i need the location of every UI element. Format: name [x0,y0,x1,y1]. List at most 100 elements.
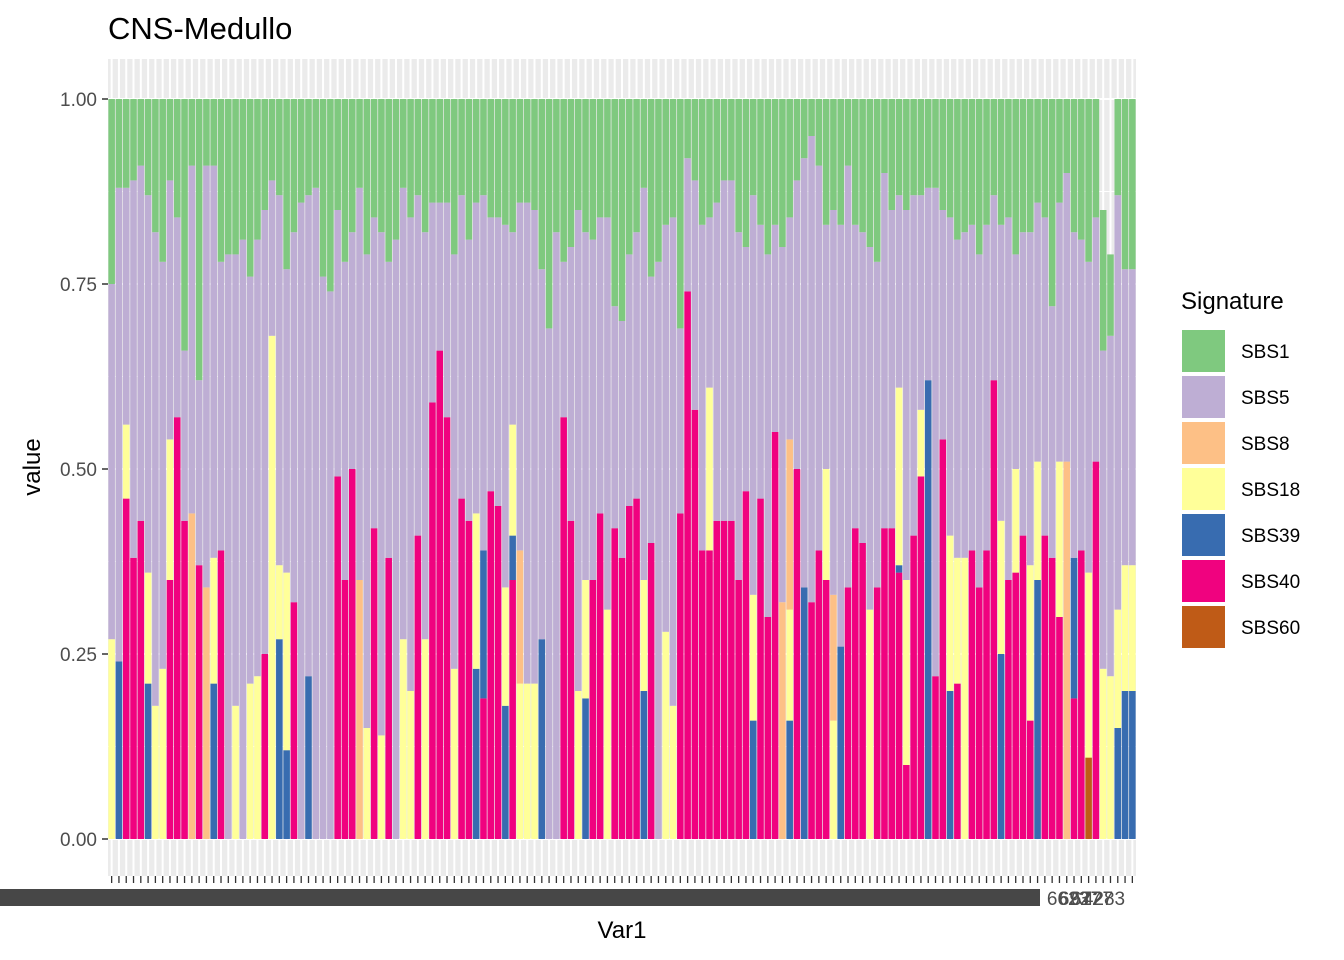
bar-segment-sbs40 [414,535,422,839]
bar-segment-sbs18 [574,691,582,839]
bar-segment-sbs5 [1092,217,1100,462]
bar-segment-sbs1 [531,99,538,210]
bar-stack [239,99,247,840]
bar-segment-sbs39 [582,698,589,839]
bar-segment-sbs1 [567,99,575,247]
bar-stack [1012,99,1019,839]
bar-segment-sbs1 [225,99,232,255]
bar-segment-sbs5 [356,187,363,581]
bar-segment-sbs40 [932,676,939,839]
bar-segment-sbs18 [1099,668,1107,839]
bar-segment-sbs5 [210,165,217,558]
bar-stack [1027,99,1034,839]
bar-stack [356,99,363,839]
bar-stack [626,99,633,839]
bar-segment-sbs1 [837,99,845,225]
bar-segment-sbs1 [910,99,917,196]
bar-segment-sbs5 [407,217,414,691]
bar-segment-sbs5 [392,239,400,840]
bar-stack [932,99,939,839]
bar-segment-sbs1 [713,99,721,203]
bar-stack [771,99,779,839]
bar-segment-sbs1 [720,99,728,181]
bars-layer [108,99,1136,840]
bar-stack [852,99,859,839]
bar-stack [611,99,618,839]
bar-segment-sbs40 [735,580,742,839]
bar-segment-sbs5 [626,254,633,506]
bar-stack [553,99,560,839]
bar-segment-sbs18 [407,691,414,839]
bar-segment-sbs1 [735,99,742,233]
bar-segment-sbs1 [538,99,546,270]
bar-segment-sbs1 [1012,99,1019,255]
bar-segment-sbs1 [472,99,480,203]
bar-segment-sbs1 [319,99,327,277]
bar-segment-sbs5 [808,136,815,603]
bar-segment-sbs40 [647,543,655,839]
bar-stack [392,99,400,840]
bar-segment-sbs40 [348,469,356,839]
bar-segment-sbs1 [691,99,699,181]
bar-segment-sbs1 [195,99,203,381]
bar-segment-sbs1 [283,99,290,270]
bar-stack [706,99,713,839]
legend-label-sbs40: SBS40 [1241,572,1300,593]
bar-segment-sbs40 [166,580,174,839]
bar-segment-sbs1 [779,99,786,247]
bar-stack [115,99,123,839]
bar-segment-sbs1 [888,99,896,210]
bar-segment-sbs5 [859,232,866,543]
bar-stack [1085,99,1092,839]
bar-segment-sbs1 [669,99,677,218]
bar-stack [618,99,626,839]
bar-stack [757,99,764,839]
bar-stack [815,99,823,839]
bar-segment-sbs40 [844,587,852,839]
bar-stack [662,99,670,839]
bar-segment-sbs40 [261,654,269,839]
bar-stack [720,99,728,839]
bar-stack [1048,99,1056,839]
bar-segment-sbs5 [866,247,874,610]
bar-segment-sbs5 [691,180,699,410]
bar-segment-sbs5 [903,210,910,580]
bar-segment-sbs1 [363,99,371,255]
bar-segment-sbs40 [494,506,502,839]
legend-key-sbs39 [1182,514,1225,556]
bar-segment-sbs39 [283,750,290,839]
bar-stack [800,99,808,839]
bar-segment-sbs40 [443,417,451,839]
bar-segment-sbs5 [166,180,174,440]
bar-segment-sbs5 [822,224,830,469]
bar-segment-sbs39 [144,683,152,839]
bar-segment-sbs18 [363,728,371,839]
bar-segment-sbs18 [1114,609,1122,728]
bar-segment-sbs1 [771,99,779,225]
bar-stack [217,99,225,839]
bar-stack [159,99,166,839]
bar-segment-sbs5 [655,261,662,839]
bar-segment-sbs1 [808,99,815,136]
bar-segment-sbs5 [713,202,721,521]
bar-segment-sbs18 [1107,676,1114,839]
bar-segment-sbs40 [698,550,706,839]
bar-segment-sbs1 [188,99,196,166]
bar-segment-sbs5 [502,224,509,588]
bar-stack [830,99,837,839]
bar-segment-sbs1 [334,99,341,210]
bar-segment-sbs18 [895,387,903,566]
bar-stack [946,99,954,839]
bar-segment-sbs39 [305,676,312,839]
bar-segment-sbs5 [961,232,968,558]
bar-segment-sbs1 [662,99,670,225]
bar-segment-sbs1 [764,99,772,255]
bar-segment-sbs40 [713,520,721,839]
bar-segment-sbs1 [1005,99,1012,218]
bar-segment-sbs1 [246,99,254,277]
bar-segment-sbs5 [800,158,808,588]
bar-segment-sbs39 [472,668,480,839]
bar-segment-sbs40 [217,550,225,839]
bar-segment-sbs1 [159,99,166,262]
bar-segment-sbs1 [939,99,947,210]
